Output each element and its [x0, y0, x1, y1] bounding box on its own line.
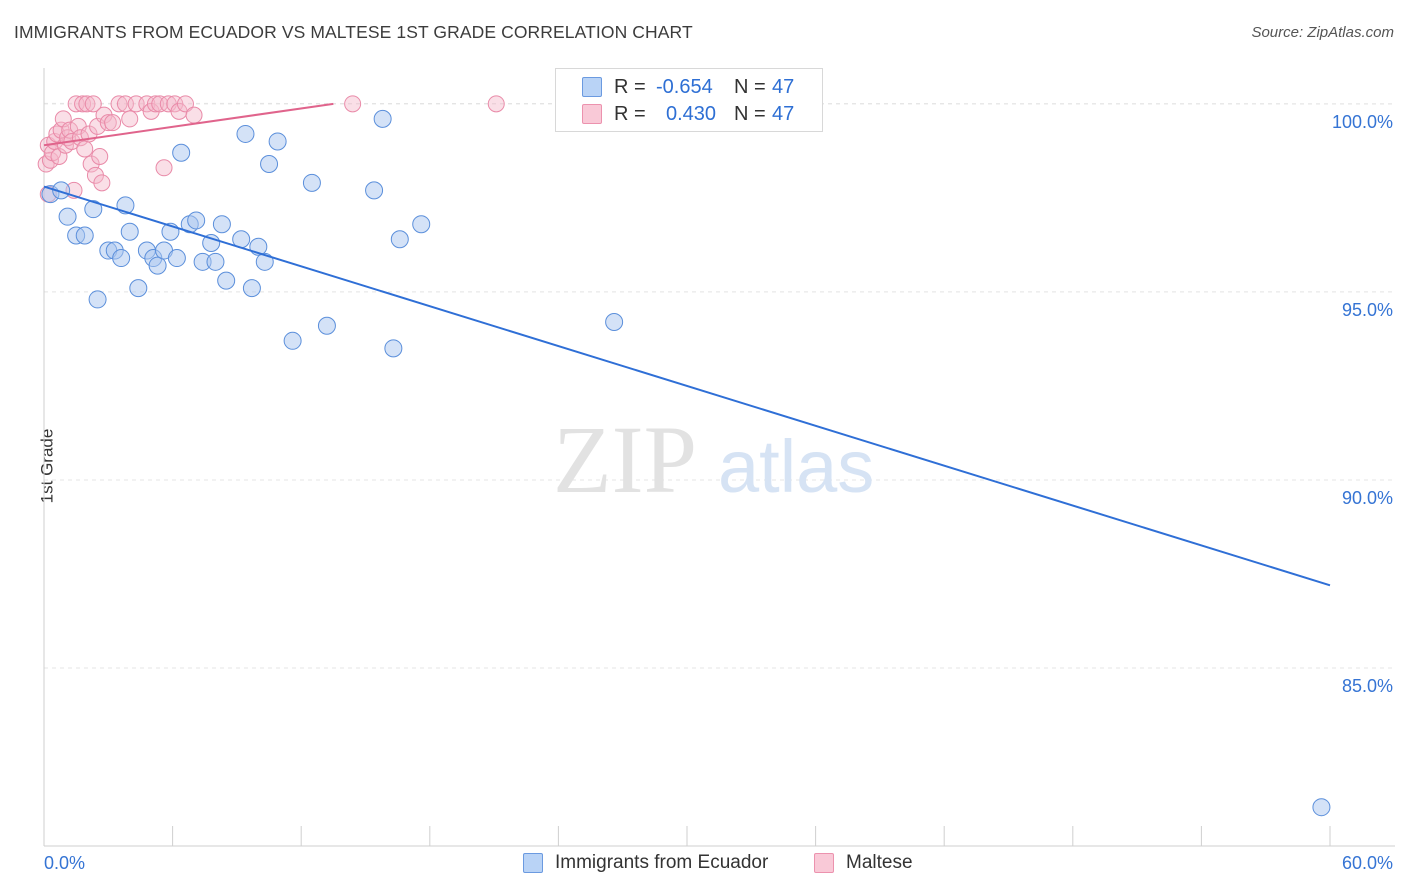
correlation-legend: R = -0.654 N = 47 R = 0.430 N = 47 [555, 68, 823, 132]
data-point-maltese [76, 140, 94, 158]
data-point-ecuador [412, 215, 431, 234]
trend-line-ecuador [43, 185, 1331, 587]
data-point-ecuador [206, 252, 225, 271]
data-point-maltese [151, 95, 169, 113]
legend-row-maltese: R = 0.430 N = 47 [556, 101, 794, 127]
data-point-ecuador [302, 173, 321, 192]
data-point-maltese [93, 174, 111, 192]
data-point-maltese [91, 148, 109, 166]
data-point-maltese [78, 95, 96, 113]
legend-n-value: 47 [772, 102, 795, 125]
data-point-maltese [104, 114, 122, 132]
data-point-ecuador [283, 331, 302, 350]
series-maltese-points [37, 95, 505, 203]
legend-r-label: R = [614, 102, 646, 125]
series-ecuador-points [41, 109, 1331, 817]
chart-title: IMMIGRANTS FROM ECUADOR VS MALTESE 1ST G… [14, 22, 693, 42]
data-point-ecuador [236, 124, 255, 143]
data-point-ecuador [58, 207, 77, 226]
data-point-ecuador [212, 215, 231, 234]
data-point-maltese [71, 129, 89, 147]
data-point-ecuador [317, 316, 336, 335]
data-point-ecuador [112, 249, 131, 268]
watermark: ZIP atlas [553, 406, 874, 513]
y-tick-label: 90.0% [1342, 488, 1393, 508]
data-point-maltese [176, 95, 194, 113]
watermark-atlas: atlas [718, 425, 874, 508]
data-point-ecuador [52, 181, 71, 200]
data-point-maltese [344, 95, 362, 113]
legend-r-value: 0.430 [666, 102, 717, 125]
data-point-ecuador [172, 143, 191, 162]
data-point-ecuador [384, 339, 403, 358]
x-tick-label: 60.0% [1342, 853, 1393, 873]
data-point-ecuador [217, 271, 236, 290]
series-legend: Immigrants from Ecuador Maltese [0, 852, 1406, 878]
source-label: Source: ZipAtlas.com [1251, 24, 1394, 41]
data-point-ecuador [167, 249, 186, 268]
data-point-maltese [487, 95, 505, 113]
data-point-ecuador [84, 200, 103, 219]
y-tick-labels: 85.0% 90.0% 95.0% 100.0% [1332, 112, 1393, 696]
legend-r-label: R = [614, 75, 646, 98]
data-point-ecuador [187, 211, 206, 230]
data-point-ecuador [390, 230, 409, 249]
legend-swatch-blue [523, 853, 543, 873]
data-point-maltese [146, 95, 164, 113]
data-point-ecuador [255, 252, 274, 271]
x-tick-label: 0.0% [44, 853, 85, 873]
legend-n-label: N = [734, 75, 766, 98]
data-point-ecuador [242, 279, 261, 298]
legend-swatch-pink [582, 104, 602, 124]
data-point-ecuador [1312, 798, 1331, 817]
data-point-ecuador [268, 132, 287, 151]
legend-swatch-pink [814, 853, 834, 873]
data-point-ecuador [120, 222, 139, 241]
legend-n-label: N = [734, 102, 766, 125]
data-point-maltese [84, 95, 102, 113]
data-point-maltese [99, 114, 117, 132]
y-tick-label: 95.0% [1342, 300, 1393, 320]
legend-label-ecuador: Immigrants from Ecuador [555, 852, 769, 873]
data-point-ecuador [129, 279, 148, 298]
trend-lines [43, 102, 1331, 587]
data-point-ecuador [260, 155, 279, 174]
legend-n-value: 47 [772, 75, 795, 98]
grid-lines [43, 102, 1396, 669]
data-point-maltese [110, 95, 128, 113]
legend-row-ecuador: R = -0.654 N = 47 [556, 74, 794, 100]
data-point-maltese [121, 110, 139, 128]
y-tick-label: 85.0% [1342, 676, 1393, 696]
legend-item-ecuador: Immigrants from Ecuador [523, 852, 768, 874]
legend-swatch-blue [582, 77, 602, 97]
data-point-ecuador [373, 109, 392, 128]
legend-item-maltese: Maltese [814, 852, 913, 874]
data-point-maltese [155, 159, 173, 177]
data-point-ecuador [365, 181, 384, 200]
data-point-ecuador [75, 226, 94, 245]
legend-r-value: -0.654 [656, 75, 713, 98]
data-point-maltese [185, 106, 203, 124]
data-point-ecuador [88, 290, 107, 309]
legend-label-maltese: Maltese [846, 852, 913, 873]
y-tick-label: 100.0% [1332, 112, 1393, 132]
trend-line-maltese [43, 102, 334, 147]
data-point-ecuador [148, 256, 167, 275]
watermark-zip: ZIP [553, 406, 697, 513]
data-point-ecuador [605, 313, 624, 331]
x-tick-labels: 0.0% 60.0% [44, 853, 1393, 873]
